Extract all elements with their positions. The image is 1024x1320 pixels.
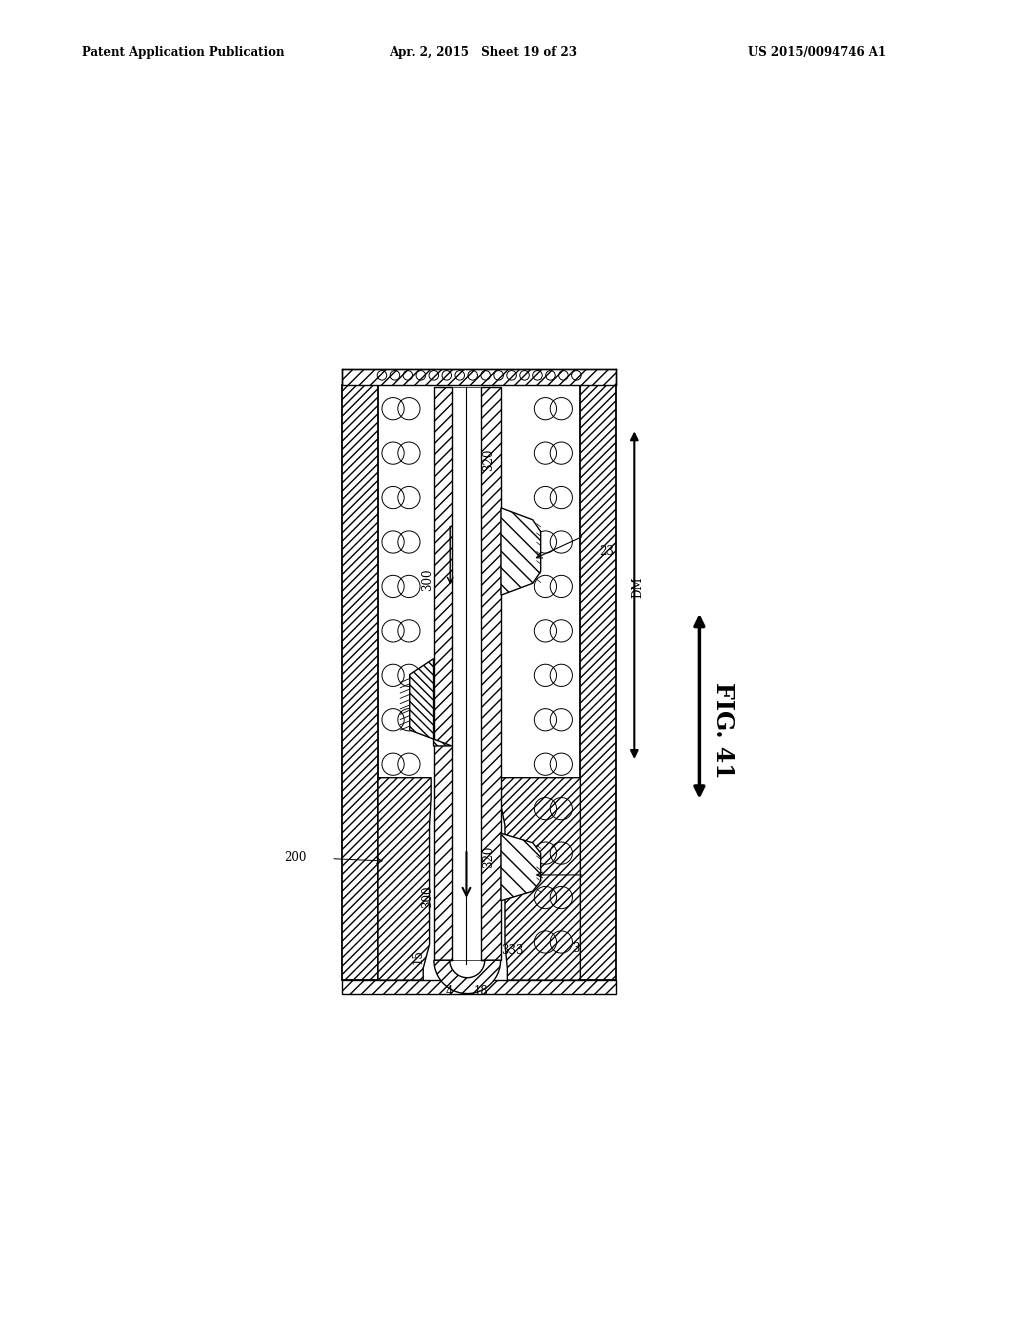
Text: 3: 3 [572,942,580,954]
Text: 4: 4 [445,986,454,998]
Text: 320: 320 [482,449,496,471]
Text: 300: 300 [422,886,434,908]
Text: 320: 320 [482,846,496,869]
Polygon shape [500,777,581,979]
Polygon shape [410,659,452,746]
Polygon shape [433,387,452,960]
Text: 200: 200 [285,850,306,863]
Polygon shape [342,385,378,979]
Text: 300: 300 [422,568,434,590]
Text: 23: 23 [599,545,614,558]
Polygon shape [434,960,501,994]
Polygon shape [581,385,616,979]
Polygon shape [342,979,616,994]
Polygon shape [452,387,481,960]
Text: Patent Application Publication: Patent Application Publication [82,46,285,59]
Polygon shape [481,387,501,960]
Text: Apr. 2, 2015   Sheet 19 of 23: Apr. 2, 2015 Sheet 19 of 23 [389,46,578,59]
Text: DM: DM [632,577,645,598]
Polygon shape [378,777,431,979]
Polygon shape [501,833,541,900]
Text: 333: 333 [501,944,523,957]
Text: US 2015/0094746 A1: US 2015/0094746 A1 [748,46,886,59]
Polygon shape [342,370,616,385]
Text: 18: 18 [474,986,488,998]
Polygon shape [501,508,541,595]
Text: FIG. 41: FIG. 41 [712,681,735,779]
Text: 15: 15 [412,949,424,964]
